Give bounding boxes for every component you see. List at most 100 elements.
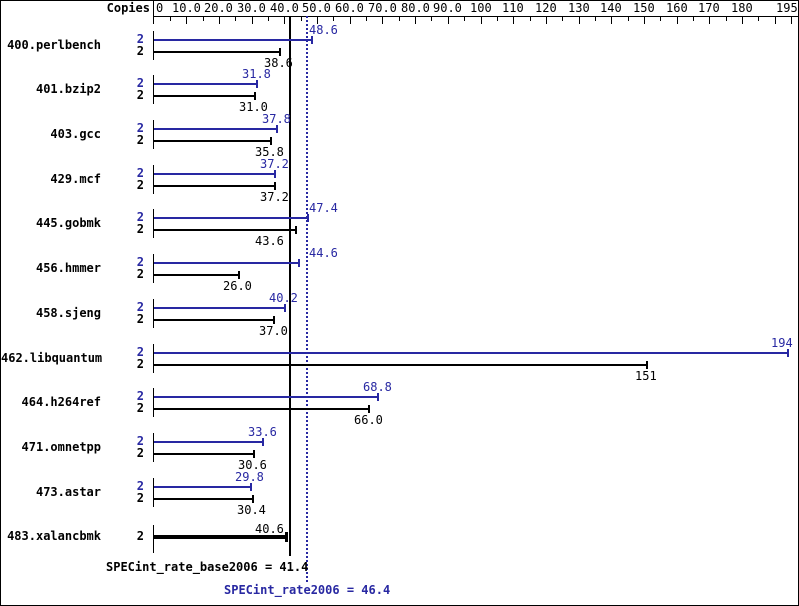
axis-minor-tick <box>235 17 236 21</box>
axis-tick-label: 160 <box>666 1 688 15</box>
axis-major-tick <box>513 17 514 24</box>
axis-major-tick <box>284 17 285 24</box>
benchmark-name: 403.gcc <box>50 127 101 141</box>
base-value-label: 26.0 <box>223 279 252 293</box>
base-value-label: 38.6 <box>264 56 293 70</box>
copies-value: 2 <box>136 401 144 415</box>
peak-bar <box>154 128 277 130</box>
base-bar-endcap <box>285 532 288 542</box>
peak-bar-endcap <box>262 438 264 446</box>
benchmark-baseline <box>153 433 154 462</box>
benchmark-baseline <box>153 209 154 238</box>
peak-bar-endcap <box>377 393 379 401</box>
axis-minor-tick <box>203 17 204 21</box>
axis-tick-label: 60.0 <box>335 1 364 15</box>
base-bar-endcap <box>253 450 255 458</box>
base-bar-endcap <box>274 182 276 190</box>
peak-bar <box>154 39 312 41</box>
peak-value-label: 37.8 <box>262 112 291 126</box>
axis-minor-tick <box>530 17 531 21</box>
axis-tick-label: 180 <box>731 1 753 15</box>
peak-bar <box>154 262 299 264</box>
axis-major-tick <box>186 17 187 24</box>
peak-bar-endcap <box>284 304 286 312</box>
peak-value-label: 68.8 <box>363 380 392 394</box>
benchmark-baseline <box>153 254 154 283</box>
base-bar <box>154 498 253 500</box>
peak-bar-endcap <box>250 483 252 491</box>
benchmark-name: 401.bzip2 <box>35 82 101 96</box>
base-bar-endcap <box>295 226 297 234</box>
axis-tick-label: 70.0 <box>368 1 397 15</box>
axis-tick-label: 170 <box>698 1 720 15</box>
copies-value: 2 <box>136 255 144 269</box>
benchmark-name: 456.hmmer <box>35 261 101 275</box>
base-value-label: 37.0 <box>259 324 288 338</box>
peak-bar <box>154 352 788 354</box>
peak-value-label: 44.6 <box>309 246 338 260</box>
peak-bar <box>154 83 257 85</box>
base-bar-endcap <box>238 271 240 279</box>
copies-value: 2 <box>136 178 144 192</box>
benchmark-name: 429.mcf <box>50 172 101 186</box>
axis-tick-label: 10.0 <box>172 1 201 15</box>
benchmark-baseline <box>153 165 154 194</box>
copies-column-header: Copies <box>106 1 150 15</box>
peak-bar <box>154 173 275 175</box>
axis-major-tick <box>448 17 449 24</box>
axis-minor-tick <box>628 17 629 21</box>
copies-value: 2 <box>136 210 144 224</box>
base-value-label: 66.0 <box>354 413 383 427</box>
axis-major-tick <box>611 17 612 24</box>
peak-bar-endcap <box>298 259 300 267</box>
peak-bar-endcap <box>311 36 313 44</box>
base-bar-endcap <box>270 137 272 145</box>
axis-tick-label: 80.0 <box>401 1 430 15</box>
peak-bar-endcap <box>276 125 278 133</box>
axis-tick-label: 30.0 <box>237 1 266 15</box>
axis-tick-label: 110 <box>502 1 524 15</box>
base-bar <box>154 95 255 97</box>
benchmark-baseline <box>153 120 154 149</box>
base-bar-endcap <box>368 405 370 413</box>
base-value-label: 35.8 <box>255 145 284 159</box>
copies-value: 2 <box>136 389 144 403</box>
copies-value: 2 <box>136 267 144 281</box>
base-bar-endcap <box>279 48 281 56</box>
copies-value: 2 <box>136 345 144 359</box>
axis-minor-tick <box>497 17 498 21</box>
peak-value-label: 29.8 <box>235 470 264 484</box>
peak-bar-endcap <box>787 349 789 357</box>
mean-line-peak <box>306 16 308 582</box>
axis-minor-tick <box>726 17 727 21</box>
copies-value: 2 <box>136 529 144 543</box>
base-bar-endcap <box>254 92 256 100</box>
axis-major-tick <box>546 17 547 24</box>
axis-minor-tick <box>431 17 432 21</box>
copies-value: 2 <box>136 222 144 236</box>
axis-tick-label: 130 <box>568 1 590 15</box>
benchmark-name: 464.h264ref <box>21 395 101 409</box>
benchmark-baseline <box>153 478 154 507</box>
peak-bar-endcap <box>307 214 309 222</box>
peak-value-label: 31.8 <box>242 67 271 81</box>
peak-bar <box>154 441 263 443</box>
axis-minor-tick <box>366 17 367 21</box>
axis-major-tick <box>677 17 678 24</box>
copies-value: 2 <box>136 166 144 180</box>
axis-major-tick <box>382 17 383 24</box>
base-bar <box>154 51 280 53</box>
summary-base-rate: SPECint_rate_base2006 = 41.4 <box>106 560 309 574</box>
axis-tick-label: 195 <box>776 1 798 15</box>
base-bar <box>154 229 296 231</box>
peak-bar <box>154 307 285 309</box>
copies-value: 2 <box>136 44 144 58</box>
copies-value: 2 <box>136 300 144 314</box>
peak-bar-endcap <box>256 80 258 88</box>
axis-tick-label: 20.0 <box>204 1 233 15</box>
benchmark-name: 471.omnetpp <box>21 440 101 454</box>
axis-tick-label: 120 <box>535 1 557 15</box>
axis-minor-tick <box>693 17 694 21</box>
peak-bar-endcap <box>274 170 276 178</box>
copies-value: 2 <box>136 357 144 371</box>
